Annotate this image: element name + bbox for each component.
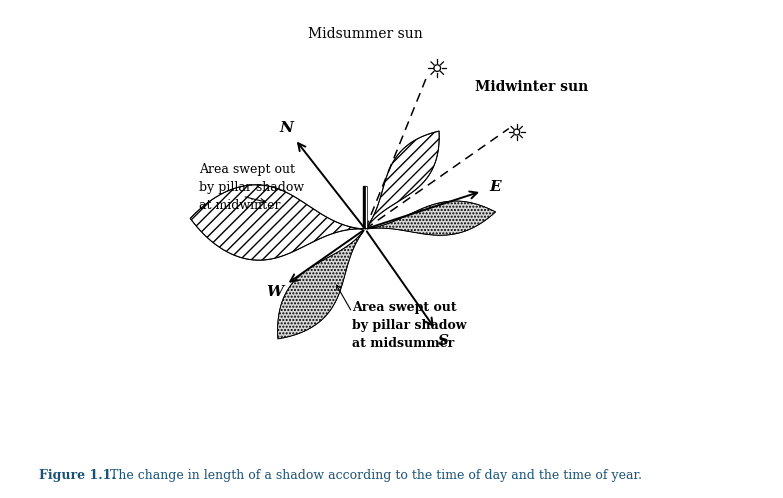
Text: S: S xyxy=(438,334,449,348)
Text: Midsummer sun: Midsummer sun xyxy=(308,27,423,41)
Polygon shape xyxy=(278,231,364,339)
Text: N: N xyxy=(280,121,294,135)
Polygon shape xyxy=(367,201,496,235)
Polygon shape xyxy=(190,185,363,260)
Text: Midwinter sun: Midwinter sun xyxy=(474,80,588,94)
Text: The change in length of a shadow according to the time of day and the time of ye: The change in length of a shadow accordi… xyxy=(106,469,642,482)
Polygon shape xyxy=(366,131,439,227)
Text: Figure 1.1.: Figure 1.1. xyxy=(39,469,116,482)
Text: E: E xyxy=(489,180,501,194)
Text: W: W xyxy=(266,285,283,299)
Text: Area swept out
by pillar shadow
at midsummer: Area swept out by pillar shadow at midsu… xyxy=(352,301,467,350)
Bar xyxy=(363,186,366,228)
Bar xyxy=(366,186,367,228)
Text: Area swept out
by pillar shadow
at midwinter: Area swept out by pillar shadow at midwi… xyxy=(199,163,304,212)
